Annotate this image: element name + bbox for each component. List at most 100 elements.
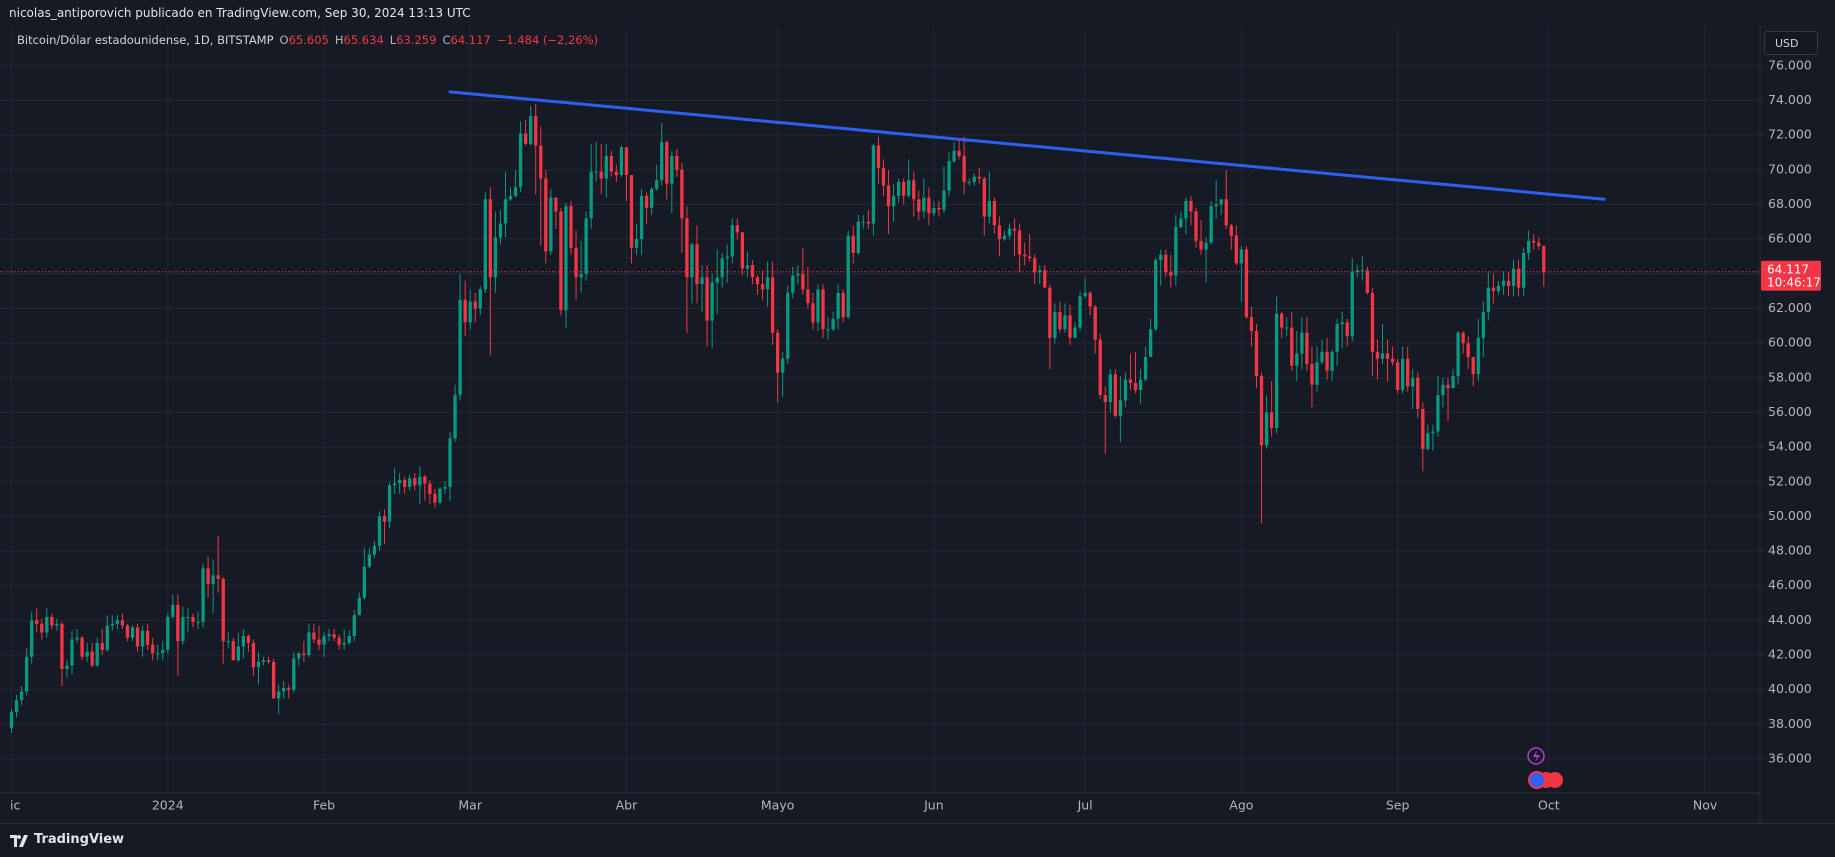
event-icon[interactable] xyxy=(1528,771,1546,789)
x-tick-label: Feb xyxy=(313,798,335,813)
candle-body xyxy=(1053,311,1057,338)
key: L xyxy=(389,33,397,47)
trendline xyxy=(448,90,1606,201)
candle-body xyxy=(19,691,24,701)
candle-body xyxy=(594,171,598,173)
candle-body xyxy=(554,197,558,212)
candle-body xyxy=(831,318,835,330)
candle-body xyxy=(1496,285,1501,292)
candle-body xyxy=(1073,327,1077,338)
candle-body xyxy=(796,273,800,276)
candle-body xyxy=(488,199,493,278)
candle-body xyxy=(100,642,104,650)
y-tick-label: 72.000 xyxy=(1768,127,1812,142)
candle-body xyxy=(1355,270,1359,273)
candle-body xyxy=(932,207,936,214)
candle-body xyxy=(246,635,251,643)
y-tick-label: 46.000 xyxy=(1768,577,1812,592)
candle-body xyxy=(1088,292,1092,307)
x-tick-label: Jul xyxy=(1077,798,1093,813)
candle-body xyxy=(801,273,805,290)
candle-body xyxy=(1234,235,1238,264)
y-tick-label: 42.000 xyxy=(1768,647,1812,662)
x-tick-label: Nov xyxy=(1693,798,1718,813)
candle-body xyxy=(781,358,785,373)
candle-body xyxy=(861,221,866,223)
candle-body xyxy=(912,180,916,200)
candle-body xyxy=(544,178,548,252)
candle-body xyxy=(297,653,301,659)
candle-body xyxy=(725,256,729,259)
currency-button[interactable]: USD xyxy=(1764,31,1818,55)
countdown: 10:46:17 xyxy=(1767,275,1821,289)
candle-body xyxy=(962,155,966,182)
candle-body xyxy=(735,225,739,233)
candle-body xyxy=(1521,253,1526,288)
value: 65.634 xyxy=(343,33,384,47)
candle-body xyxy=(387,485,392,522)
symbol: Bitcoin/Dólar estadounidense, 1D, BITSTA… xyxy=(17,33,274,47)
candle-body xyxy=(1431,431,1435,434)
candle-body xyxy=(564,206,568,311)
candle-body xyxy=(1068,315,1072,338)
candle-body xyxy=(786,292,790,359)
candle-body xyxy=(614,171,619,176)
candle-body xyxy=(483,199,487,290)
candle-body xyxy=(80,637,84,657)
candle-body xyxy=(1511,268,1516,286)
candle-body xyxy=(579,273,583,278)
candle-body xyxy=(700,277,704,285)
candle-body xyxy=(1516,268,1521,288)
candle-body xyxy=(1103,395,1107,403)
candle-body xyxy=(1451,376,1455,389)
candle-body xyxy=(1138,379,1143,390)
candle-body xyxy=(1295,353,1299,366)
candle-body xyxy=(70,639,74,666)
candle-body xyxy=(1048,287,1052,338)
candle-body xyxy=(1108,374,1112,403)
candle-body xyxy=(1365,270,1370,293)
candle-body xyxy=(675,155,679,170)
candle-body xyxy=(347,635,351,643)
candle-body xyxy=(1028,256,1032,259)
candle-body xyxy=(1022,254,1027,257)
candle-body xyxy=(357,597,361,616)
event-icon[interactable] xyxy=(1527,747,1545,765)
candle-body xyxy=(115,620,120,624)
candle-body xyxy=(644,195,649,208)
candle-body xyxy=(604,155,608,179)
candle-body xyxy=(836,292,840,319)
candle-body xyxy=(569,206,573,248)
y-tick-label: 38.000 xyxy=(1768,716,1812,731)
candle-body xyxy=(1038,270,1042,273)
candle-body xyxy=(1300,332,1304,354)
candle-body xyxy=(1224,199,1228,226)
candle-body xyxy=(196,622,200,624)
candle-body xyxy=(45,616,49,633)
candle-body xyxy=(256,661,261,668)
candle-body xyxy=(478,289,482,309)
candle-body xyxy=(95,642,99,666)
candle-body xyxy=(145,630,150,645)
candle-body xyxy=(1154,259,1158,330)
candle-body xyxy=(942,190,946,210)
candle-body xyxy=(584,218,588,274)
candle-body xyxy=(957,150,961,156)
candle-body xyxy=(1058,311,1062,330)
candle-body xyxy=(937,207,941,210)
key: H xyxy=(334,33,344,47)
candle-body xyxy=(352,615,356,636)
y-tick-label: 44.000 xyxy=(1768,612,1812,627)
candle-body xyxy=(1007,228,1012,236)
candle-body xyxy=(443,486,447,489)
y-tick-label: 70.000 xyxy=(1768,161,1812,176)
candle-body xyxy=(619,147,624,176)
x-tick-label: Mar xyxy=(458,798,482,813)
candle-body xyxy=(1527,240,1531,254)
candle-body xyxy=(1280,313,1284,328)
candle-body xyxy=(856,221,860,254)
candle-body xyxy=(9,712,14,728)
candle-body xyxy=(448,438,452,487)
candle-body xyxy=(50,616,54,626)
event-icons xyxy=(1527,747,1563,789)
